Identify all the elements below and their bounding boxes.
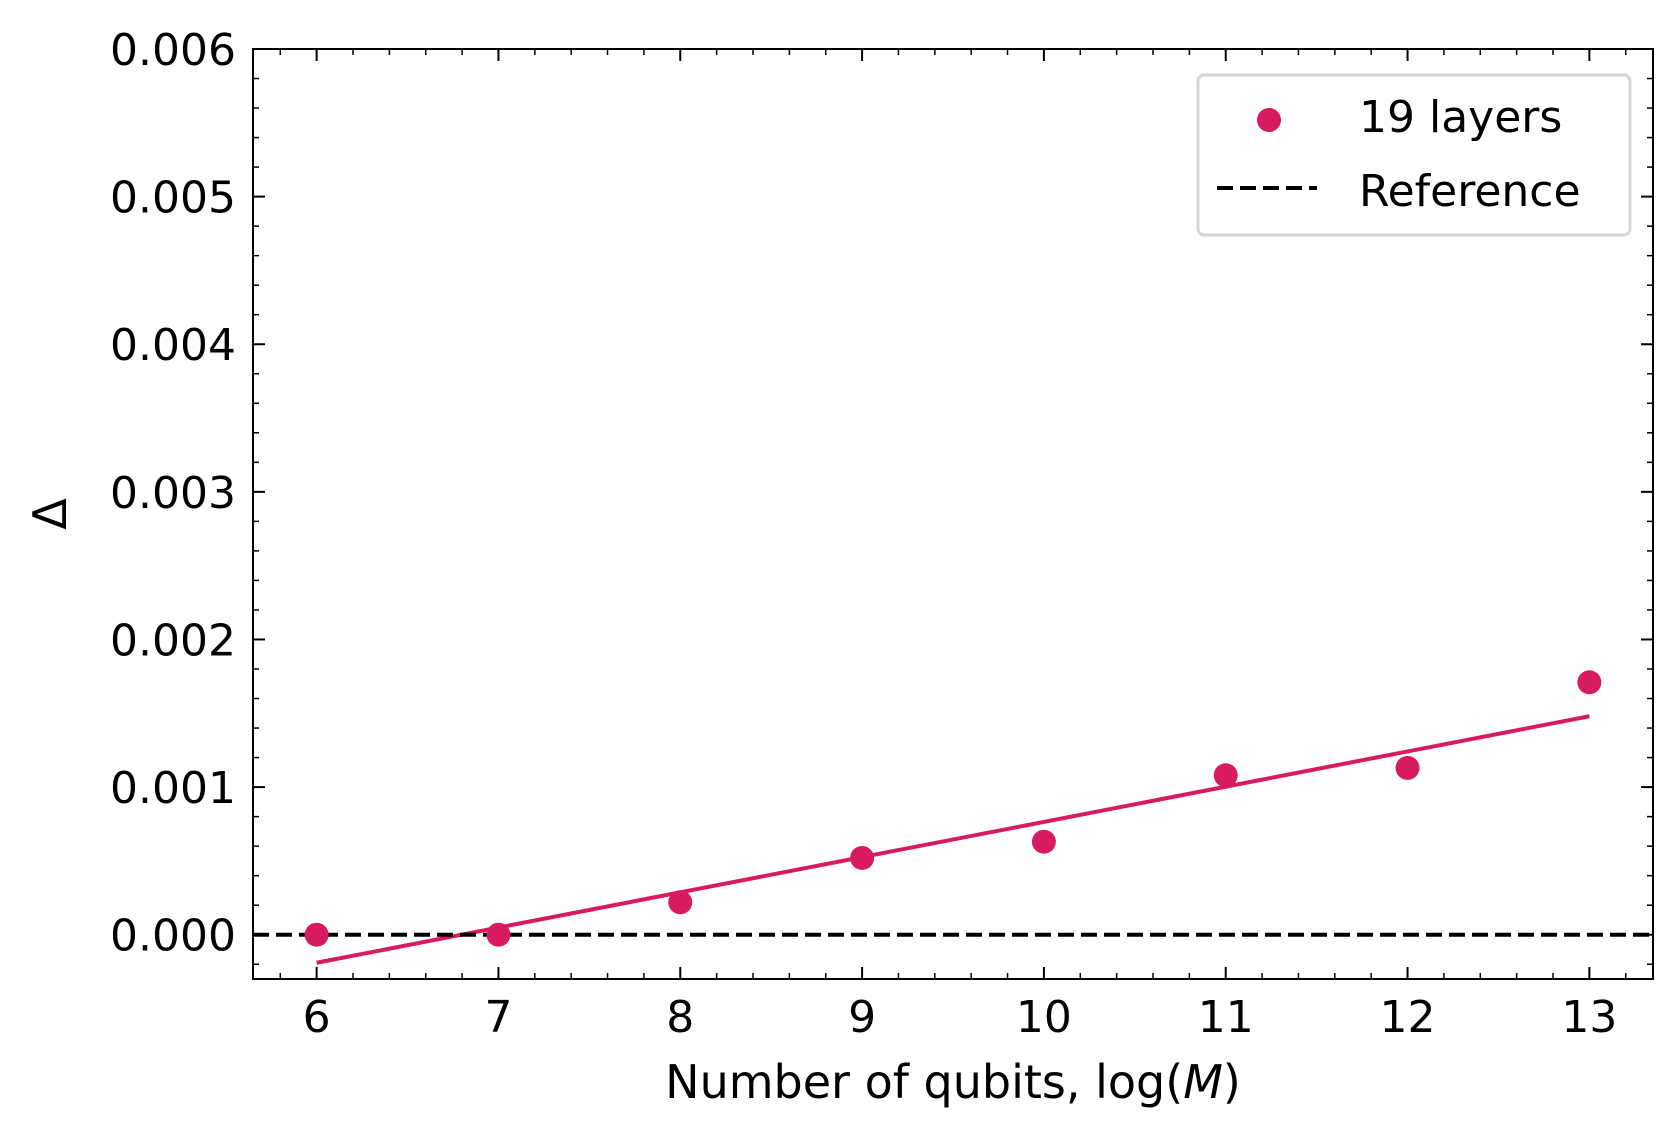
data-point <box>304 922 329 947</box>
x-tick-label: 6 <box>303 992 331 1043</box>
y-tick-label: 0.003 <box>110 468 236 519</box>
x-axis-label-prefix: Number of qubits, log( <box>665 1055 1183 1109</box>
data-layer <box>253 670 1653 965</box>
x-axis-label-suffix: ) <box>1223 1055 1241 1109</box>
y-tick-label: 0.005 <box>110 173 236 224</box>
tick-layer: 6 7 8 9 10 11 12 13 0.000 0.001 0.002 0.003 0.004 0.0… <box>110 25 1653 1043</box>
x-tick-label: 10 <box>1016 992 1072 1043</box>
y-axis-label: Δ <box>23 498 77 530</box>
legend-marker-19-layers <box>1257 108 1281 132</box>
legend-box <box>1196 73 1632 237</box>
x-axis-label: Number of qubits, log(M) <box>665 1055 1241 1109</box>
x-tick-label: 7 <box>484 992 512 1043</box>
y-tick-label: 0.002 <box>110 615 236 666</box>
x-tick-label: 11 <box>1198 992 1254 1043</box>
x-tick-label: 13 <box>1561 992 1617 1043</box>
data-point <box>850 845 875 870</box>
data-point <box>1031 829 1056 854</box>
data-point <box>1213 763 1238 788</box>
y-tick-label: 0.006 <box>110 25 236 76</box>
plot-frame <box>252 48 1654 980</box>
data-point <box>1395 755 1420 780</box>
axis-label-layer: Number of qubits, log(M) Δ <box>23 498 1241 1109</box>
legend-label-19-layers: 19 layers <box>1359 92 1562 143</box>
y-tick-label: 0.000 <box>110 911 236 962</box>
x-tick-label: 12 <box>1380 992 1436 1043</box>
x-tick-label: 9 <box>848 992 876 1043</box>
x-tick-label: 8 <box>666 992 694 1043</box>
fit-line <box>316 714 1590 965</box>
y-tick-label: 0.001 <box>110 763 236 814</box>
legend-label-reference: Reference <box>1359 166 1581 217</box>
legend: 19 layers Reference <box>1196 73 1632 237</box>
data-point <box>1577 670 1602 695</box>
y-tick-label: 0.004 <box>110 320 236 371</box>
data-point <box>668 890 693 915</box>
data-point <box>486 922 511 947</box>
x-axis-label-variable: M <box>1183 1055 1223 1109</box>
